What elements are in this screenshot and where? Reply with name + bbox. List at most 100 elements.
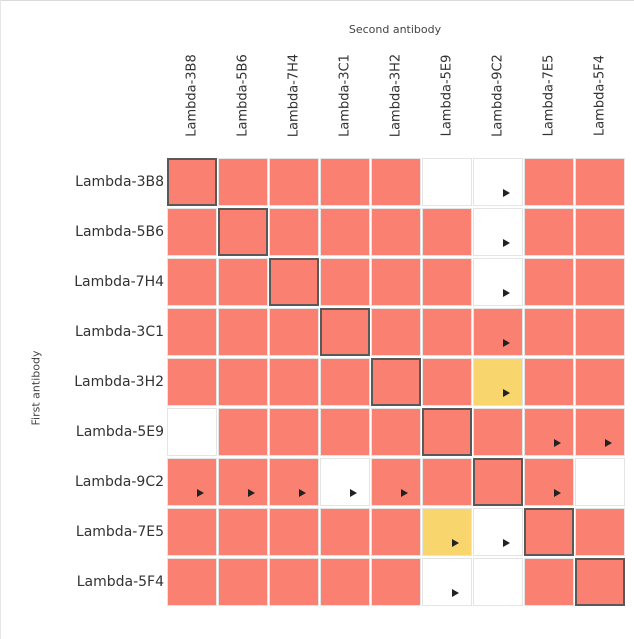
heatmap-cell: [473, 258, 523, 306]
column-label: Lambda-5E9: [439, 54, 455, 137]
play-arrow-icon: [248, 489, 255, 497]
heatmap-cell: [269, 558, 319, 606]
column-label: Lambda-9C2: [490, 54, 506, 137]
play-arrow-icon: [503, 289, 510, 297]
heatmap-cell: [575, 408, 625, 456]
heatmap-cell: [524, 258, 574, 306]
heatmap-cell: [473, 558, 523, 606]
heatmap-cell: [422, 258, 472, 306]
heatmap-cell: [422, 358, 472, 406]
row-label: Lambda-7E5: [75, 524, 164, 540]
play-arrow-icon: [452, 539, 459, 547]
heatmap-cell: [371, 458, 421, 506]
row-label: Lambda-3H2: [74, 374, 164, 390]
heatmap-cell: [422, 558, 472, 606]
heatmap-cell: [524, 308, 574, 356]
heatmap-cell: [167, 208, 217, 256]
heatmap-cell: [371, 208, 421, 256]
heatmap-cell: [473, 308, 523, 356]
heatmap-cell: [269, 458, 319, 506]
heatmap-cell: [473, 158, 523, 206]
heatmap-cell: [167, 308, 217, 356]
column-axis-title: Second antibody: [348, 23, 442, 36]
row-label: Lambda-3B8: [75, 174, 164, 190]
heatmap-cell: [320, 158, 370, 206]
heatmap-cell: [269, 508, 319, 556]
heatmap-cell: [218, 508, 268, 556]
heatmap-cell: [320, 458, 370, 506]
play-arrow-icon: [503, 539, 510, 547]
heatmap-cell: [320, 208, 370, 256]
heatmap-cell: [218, 458, 268, 506]
heatmap-cell: [218, 208, 268, 256]
heatmap-cell: [371, 408, 421, 456]
heatmap-cell: [575, 158, 625, 206]
heatmap-cell: [371, 308, 421, 356]
row-label: Lambda-5F4: [76, 574, 164, 590]
column-label: Lambda-3C1: [337, 54, 353, 137]
heatmap-cell: [422, 158, 472, 206]
play-arrow-icon: [503, 189, 510, 197]
play-arrow-icon: [197, 489, 204, 497]
column-label: Lambda-7H4: [286, 53, 302, 138]
heatmap-cell: [371, 258, 421, 306]
heatmap-cell: [422, 508, 472, 556]
heatmap-cell: [524, 458, 574, 506]
column-label: Lambda-5B6: [235, 54, 251, 137]
heatmap-cell: [575, 508, 625, 556]
heatmap-cell: [575, 308, 625, 356]
heatmap-cell: [167, 558, 217, 606]
heatmap-cell: [167, 158, 217, 206]
play-arrow-icon: [554, 439, 561, 447]
heatmap-cell: [320, 258, 370, 306]
column-label: Lambda-7E5: [541, 54, 557, 137]
play-arrow-icon: [503, 339, 510, 347]
heatmap-cell: [320, 358, 370, 406]
heatmap-cell: [524, 558, 574, 606]
heatmap-cell: [371, 158, 421, 206]
heatmap-cell: [218, 158, 268, 206]
heatmap-cell: [320, 408, 370, 456]
heatmap-cell: [269, 208, 319, 256]
heatmap-cell: [524, 208, 574, 256]
heatmap-cell: [473, 358, 523, 406]
heatmap-cell: [575, 258, 625, 306]
heatmap-cell: [269, 158, 319, 206]
frame-left-border: [0, 0, 1, 639]
row-label: Lambda-7H4: [74, 274, 164, 290]
heatmap-cell: [218, 258, 268, 306]
play-arrow-icon: [350, 489, 357, 497]
heatmap-cell: [422, 408, 472, 456]
heatmap-cell: [473, 458, 523, 506]
heatmap-cell: [218, 558, 268, 606]
heatmap-cell: [269, 308, 319, 356]
heatmap-cell: [320, 558, 370, 606]
heatmap-cell: [473, 408, 523, 456]
play-arrow-icon: [605, 439, 612, 447]
heatmap-cell: [524, 158, 574, 206]
heatmap-cell: [218, 308, 268, 356]
play-arrow-icon: [503, 239, 510, 247]
heatmap-cell: [473, 208, 523, 256]
heatmap-cell: [524, 508, 574, 556]
heatmap-cell: [524, 408, 574, 456]
play-arrow-icon: [401, 489, 408, 497]
heatmap-cell: [218, 408, 268, 456]
heatmap-cell: [575, 208, 625, 256]
row-label: Lambda-5B6: [75, 224, 164, 240]
play-arrow-icon: [554, 489, 561, 497]
heatmap-cell: [575, 358, 625, 406]
heatmap-cell: [371, 558, 421, 606]
heatmap-cell: [167, 408, 217, 456]
heatmap-cell: [371, 358, 421, 406]
heatmap-cell: [575, 558, 625, 606]
heatmap-cell: [575, 458, 625, 506]
heatmap-cell: [218, 358, 268, 406]
row-label: Lambda-5E9: [75, 424, 164, 440]
heatmap-cell: [167, 458, 217, 506]
column-label: Lambda-3H2: [388, 53, 404, 138]
column-label: Lambda-5F4: [592, 54, 608, 137]
heatmap-cell: [269, 258, 319, 306]
heatmap-cell: [269, 358, 319, 406]
